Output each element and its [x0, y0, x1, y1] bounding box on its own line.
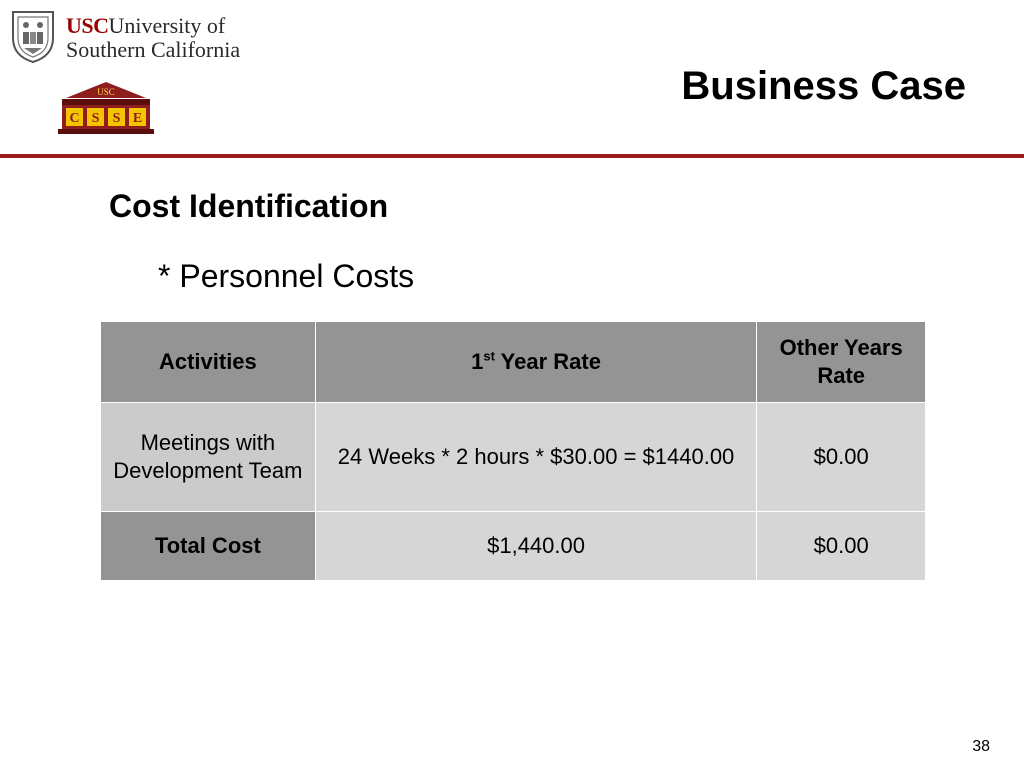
header-first-year-rate: 1st Year Rate [314, 321, 758, 403]
cost-table: Activities 1st Year Rate Other Years Rat… [100, 321, 926, 581]
table-row: Meetings with Development Team 24 Weeks … [100, 402, 926, 512]
section-heading: Cost Identification [109, 188, 389, 224]
usc-line1: University of [108, 13, 226, 38]
cell-total-first-year: $1,440.00 [314, 511, 758, 581]
header-first-year-num: 1 [471, 349, 484, 374]
usc-seal-icon [12, 11, 54, 64]
cell-total-label: Total Cost [100, 511, 316, 581]
cell-other-years: $0.00 [756, 402, 926, 512]
header-activities: Activities [100, 321, 316, 403]
bullet-personnel-costs: * Personnel Costs [158, 258, 415, 294]
slide-title: Business Case [681, 64, 966, 108]
title-divider [0, 154, 1024, 158]
csse-logo-usc: USC [97, 87, 115, 97]
header-first-year-sup: st [483, 348, 495, 364]
header-other-years-rate: Other Years Rate [756, 321, 926, 403]
cell-total-other-years: $0.00 [756, 511, 926, 581]
usc-line2: Southern California [66, 37, 241, 62]
usc-abbrev: USC [66, 13, 109, 38]
table-header-row: Activities 1st Year Rate Other Years Rat… [100, 321, 926, 403]
table-total-row: Total Cost $1,440.00 $0.00 [100, 511, 926, 581]
csse-letter: S [92, 111, 100, 126]
csse-letter: E [133, 111, 142, 126]
csse-letter: S [113, 111, 121, 126]
usc-wordmark: USCUniversity of Southern California [66, 14, 240, 62]
cell-activity: Meetings with Development Team [100, 402, 316, 512]
page-number: 38 [972, 738, 990, 755]
usc-university-logo: USCUniversity of Southern California [10, 10, 250, 66]
header-first-year-rest: Year Rate [500, 349, 601, 374]
csse-logo: USC C S S E [58, 80, 154, 136]
cell-first-year: 24 Weeks * 2 hours * $30.00 = $1440.00 [314, 402, 758, 512]
csse-letter: C [69, 111, 79, 126]
